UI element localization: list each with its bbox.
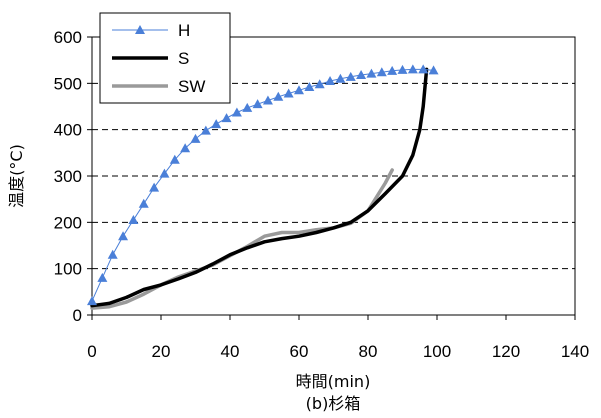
data-point xyxy=(294,85,304,95)
data-point xyxy=(138,198,149,208)
data-point xyxy=(118,231,129,241)
data-point xyxy=(376,67,387,77)
y-tick-label: 0 xyxy=(73,306,82,325)
data-point xyxy=(149,182,160,192)
x-axis-ticks: 0 20 40 60 80 100 120 140 xyxy=(87,315,589,361)
data-point xyxy=(273,91,284,101)
data-point xyxy=(356,69,367,79)
y-axis-ticks: 0 100 200 300 400 500 600 xyxy=(54,28,92,325)
data-point xyxy=(242,102,253,112)
series-line-h xyxy=(91,68,435,302)
y-tick-label: 300 xyxy=(54,167,82,186)
series-line-s xyxy=(90,67,429,308)
legend: HS SW xyxy=(99,12,231,104)
x-tick-label: 0 xyxy=(87,342,96,361)
x-tick-label: 20 xyxy=(152,342,171,361)
data-point xyxy=(252,99,263,109)
data-point xyxy=(407,64,418,74)
data-point xyxy=(169,154,180,164)
data-point xyxy=(97,272,108,282)
y-tick-label: 200 xyxy=(54,213,82,232)
x-tick-label: 60 xyxy=(290,342,309,361)
data-point xyxy=(200,125,211,135)
x-tick-label: 40 xyxy=(221,342,240,361)
data-point xyxy=(211,119,222,129)
data-point xyxy=(231,107,242,117)
data-point xyxy=(262,95,273,105)
data-point xyxy=(335,73,346,83)
data-point xyxy=(387,65,398,75)
x-tick-label: 80 xyxy=(359,342,378,361)
legend-label-sw: SW xyxy=(178,77,205,96)
x-axis-label: 時間(min) xyxy=(296,372,371,391)
data-point xyxy=(397,64,408,74)
data-point xyxy=(221,113,232,123)
data-point xyxy=(325,76,336,86)
data-point xyxy=(428,65,439,75)
data-point xyxy=(314,79,325,89)
y-tick-label: 400 xyxy=(54,121,82,140)
data-point xyxy=(87,296,97,306)
data-point xyxy=(418,64,429,74)
chart-title: (b)杉箱 xyxy=(306,394,361,413)
series-layer xyxy=(87,64,439,310)
data-point xyxy=(366,68,377,78)
y-axis-label: 温度(°C) xyxy=(7,144,26,208)
legend-marker xyxy=(135,25,145,34)
y-tick-label: 100 xyxy=(54,260,82,279)
data-point xyxy=(190,133,201,143)
data-point xyxy=(159,168,170,178)
data-point xyxy=(345,71,356,81)
legend-label-s: S xyxy=(178,49,189,68)
y-tick-label: 600 xyxy=(54,28,82,47)
data-point xyxy=(107,249,118,259)
x-tick-label: 100 xyxy=(423,342,451,361)
data-point xyxy=(283,88,294,98)
legend-label-h: H xyxy=(178,21,190,40)
x-tick-label: 120 xyxy=(492,342,520,361)
data-point xyxy=(128,215,139,225)
data-point xyxy=(304,82,315,92)
data-point xyxy=(180,143,191,153)
x-tick-label: 140 xyxy=(561,342,589,361)
y-tick-label: 500 xyxy=(54,74,82,93)
